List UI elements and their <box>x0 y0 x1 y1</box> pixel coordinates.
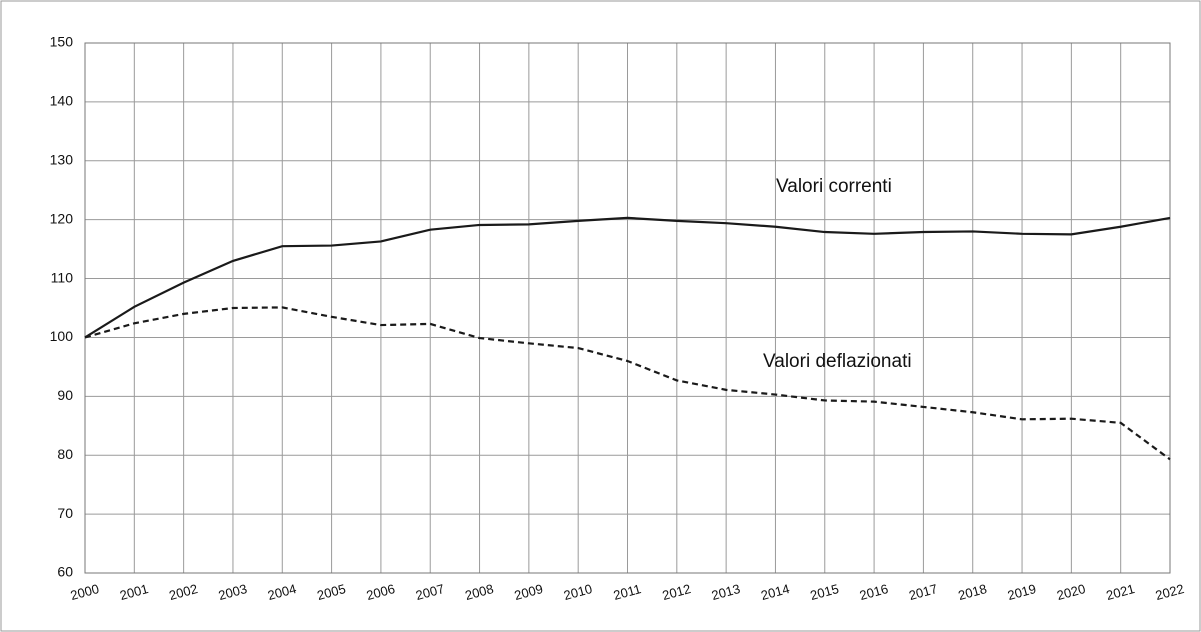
x-tick-label: 2015 <box>809 581 841 603</box>
x-tick-label: 2016 <box>858 581 890 603</box>
y-tick-label: 150 <box>50 34 74 50</box>
x-tick-label: 2002 <box>167 581 199 603</box>
x-tick-label: 2006 <box>365 581 397 603</box>
x-tick-label: 2010 <box>562 581 594 603</box>
x-tick-label: 2008 <box>463 581 495 603</box>
series-line <box>84 306 1171 461</box>
x-tick-label: 2012 <box>661 581 693 603</box>
x-tick-label: 2009 <box>513 581 545 603</box>
x-tick-label: 2017 <box>907 581 939 603</box>
y-tick-label: 90 <box>57 387 73 403</box>
series-label: Valori correnti <box>776 176 892 197</box>
x-tick-label: 2018 <box>957 581 989 603</box>
x-tick-label: 2000 <box>69 581 101 603</box>
x-tick-label: 2013 <box>710 581 742 603</box>
y-tick-label: 120 <box>50 210 74 226</box>
series-label: Valori deflazionati <box>763 351 912 372</box>
x-tick-label: 2014 <box>759 581 791 603</box>
x-tick-label: 2005 <box>315 581 347 603</box>
x-tick-label: 2003 <box>217 581 249 603</box>
x-tick-label: 2020 <box>1055 581 1087 603</box>
y-tick-label: 60 <box>57 564 73 580</box>
x-tick-label: 2019 <box>1006 581 1038 603</box>
y-tick-label: 100 <box>50 328 74 344</box>
x-tick-label: 2021 <box>1104 581 1136 603</box>
y-tick-label: 130 <box>50 151 74 167</box>
y-tick-label: 110 <box>51 269 74 285</box>
x-tick-label: 2022 <box>1154 581 1186 603</box>
x-tick-label: 2007 <box>414 581 446 603</box>
series-line <box>84 216 1171 339</box>
y-tick-label: 80 <box>57 446 73 462</box>
x-tick-label: 2001 <box>118 581 150 603</box>
y-tick-label: 140 <box>50 93 74 109</box>
y-tick-label: 70 <box>57 505 73 521</box>
x-tick-label: 2004 <box>266 581 298 603</box>
x-tick-label: 2011 <box>612 581 643 603</box>
plot-frame <box>84 42 1171 574</box>
